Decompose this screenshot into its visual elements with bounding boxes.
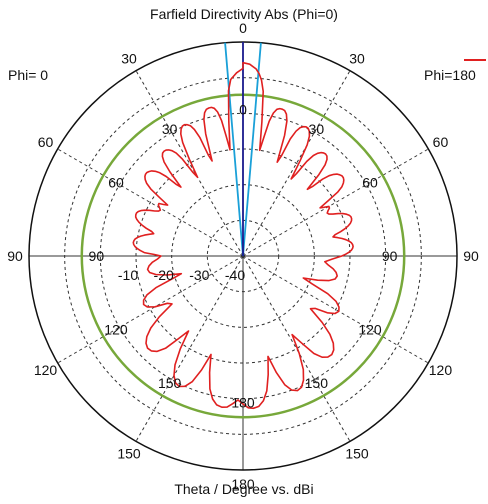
radial-tick-label: -30: [189, 267, 209, 283]
legend-phi-180: Phi=180: [424, 67, 476, 83]
inner-angle-label: 30: [309, 121, 325, 137]
angle-tick-label: 0: [239, 20, 247, 36]
angle-tick-label: 120: [34, 362, 58, 378]
inner-angle-label: 30: [162, 121, 178, 137]
inner-angle-label: 90: [89, 248, 105, 264]
angle-tick-label: 30: [349, 51, 365, 67]
grid-spoke: [242, 148, 429, 257]
inner-angle-label: 120: [104, 321, 128, 337]
series-curve: [132, 61, 354, 410]
radial-tick-label: -40: [225, 267, 245, 283]
radial-tick-label: -10: [118, 267, 138, 283]
inner-angle-label: 60: [362, 175, 378, 191]
legend-series-swatch: [464, 59, 486, 61]
inner-angle-label: 0: [239, 101, 247, 117]
inner-angle-label: 150: [158, 375, 182, 391]
legend-phi-0: Phi= 0: [8, 67, 49, 83]
inner-angle-label: 120: [358, 321, 382, 337]
angle-tick-label: 120: [429, 362, 453, 378]
angle-tick-label: 90: [463, 248, 479, 264]
angle-tick-label: 150: [117, 445, 141, 461]
angle-tick-label: 60: [433, 134, 449, 150]
angle-tick-label: 30: [121, 51, 137, 67]
x-axis-title: Theta / Degree vs. dBi: [174, 481, 314, 497]
angle-tick-label: 90: [7, 248, 23, 264]
angle-tick-label: 150: [345, 445, 369, 461]
chart-title: Farfield Directivity Abs (Phi=0): [150, 6, 338, 22]
inner-angle-label: 60: [108, 175, 124, 191]
main-lobe-line: [242, 42, 262, 257]
inner-angle-label: 180: [231, 395, 255, 411]
radial-tick-label: -20: [154, 267, 174, 283]
inner-angle-label: 150: [305, 375, 329, 391]
grid-spoke: [135, 70, 244, 257]
main-lobe-line: [224, 42, 244, 257]
inner-angle-label: 90: [382, 248, 398, 264]
angle-tick-label: 60: [38, 134, 54, 150]
angle-tick-label: 180: [231, 476, 255, 492]
